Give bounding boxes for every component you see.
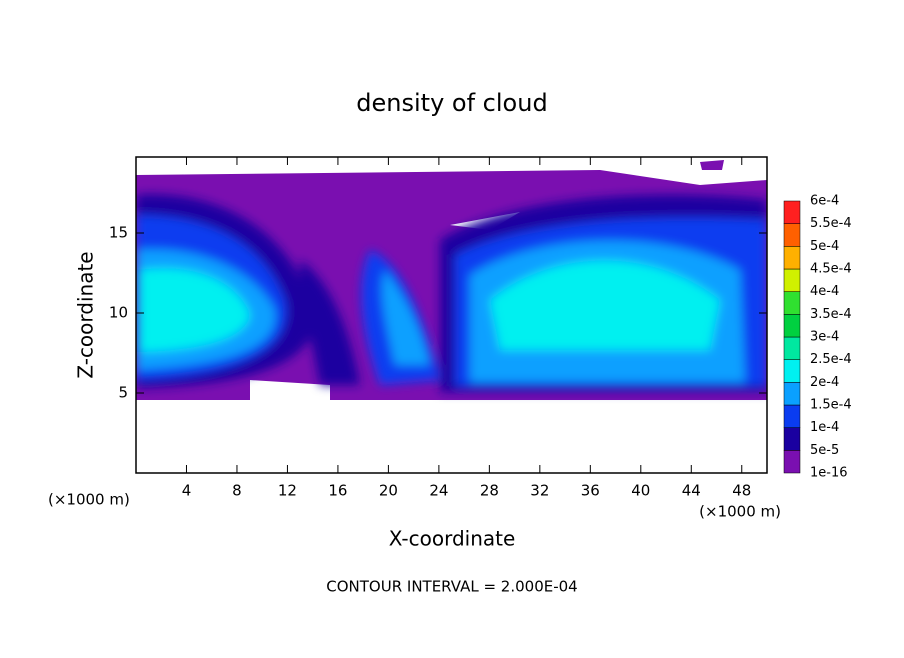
x-tick-label: 44 <box>682 482 701 500</box>
colorbar-label: 5e-4 <box>810 239 839 254</box>
colorbar-label: 2.5e-4 <box>810 352 852 367</box>
x-tick-label: 32 <box>530 482 549 500</box>
y-axis-label: Z-coordinate <box>74 251 98 378</box>
colorbar-label: 1e-4 <box>810 420 839 435</box>
colorbar-label: 3.5e-4 <box>810 307 852 322</box>
colorbar-box <box>783 268 801 292</box>
colorbar-box <box>783 336 801 360</box>
colorbar-box <box>783 404 801 428</box>
colorbar-label: 3e-4 <box>810 330 839 345</box>
x-tick-label: 4 <box>182 482 192 500</box>
colorbar-label: 2e-4 <box>810 375 839 390</box>
colorbar-label: 6e-4 <box>810 194 839 209</box>
colorbar-label: 4.5e-4 <box>810 262 852 277</box>
footnote: CONTOUR INTERVAL = 2.000E-04 <box>326 578 577 596</box>
colorbar-box <box>783 200 801 224</box>
contour-field <box>136 157 767 473</box>
colorbar-box <box>783 246 801 270</box>
colorbar-box <box>783 450 801 474</box>
colorbar-box <box>783 359 801 383</box>
colorbar-box <box>783 382 801 406</box>
plot-frame <box>135 156 768 474</box>
colorbar-label: 5.5e-4 <box>810 216 852 231</box>
colorbar-box <box>783 427 801 451</box>
x-tick-label: 8 <box>232 482 242 500</box>
x-unit-label: (×1000 m) <box>699 503 781 521</box>
x-tick-label: 36 <box>581 482 600 500</box>
x-tick-label: 12 <box>278 482 297 500</box>
x-tick-label: 48 <box>732 482 751 500</box>
colorbar-label: 5e-5 <box>810 443 839 458</box>
x-tick-label: 28 <box>480 482 499 500</box>
colorbar-label: 4e-4 <box>810 284 839 299</box>
colorbar-box <box>783 223 801 247</box>
colorbar-label: 1.5e-4 <box>810 398 852 413</box>
colorbar-box <box>783 314 801 338</box>
x-tick-label: 16 <box>328 482 347 500</box>
x-tick-label: 24 <box>429 482 448 500</box>
x-tick-label: 40 <box>631 482 650 500</box>
y-tick-label: 15 <box>109 224 128 242</box>
x-axis-label: X-coordinate <box>389 527 516 551</box>
x-unit-label: (×1000 m) <box>48 491 130 509</box>
x-tick-label: 20 <box>379 482 398 500</box>
colorbar-label: 1e-16 <box>810 466 848 481</box>
colorbar-box <box>783 291 801 315</box>
y-tick-label: 10 <box>109 304 128 322</box>
chart-title: density of cloud <box>356 89 547 117</box>
y-tick-label: 5 <box>118 384 128 402</box>
